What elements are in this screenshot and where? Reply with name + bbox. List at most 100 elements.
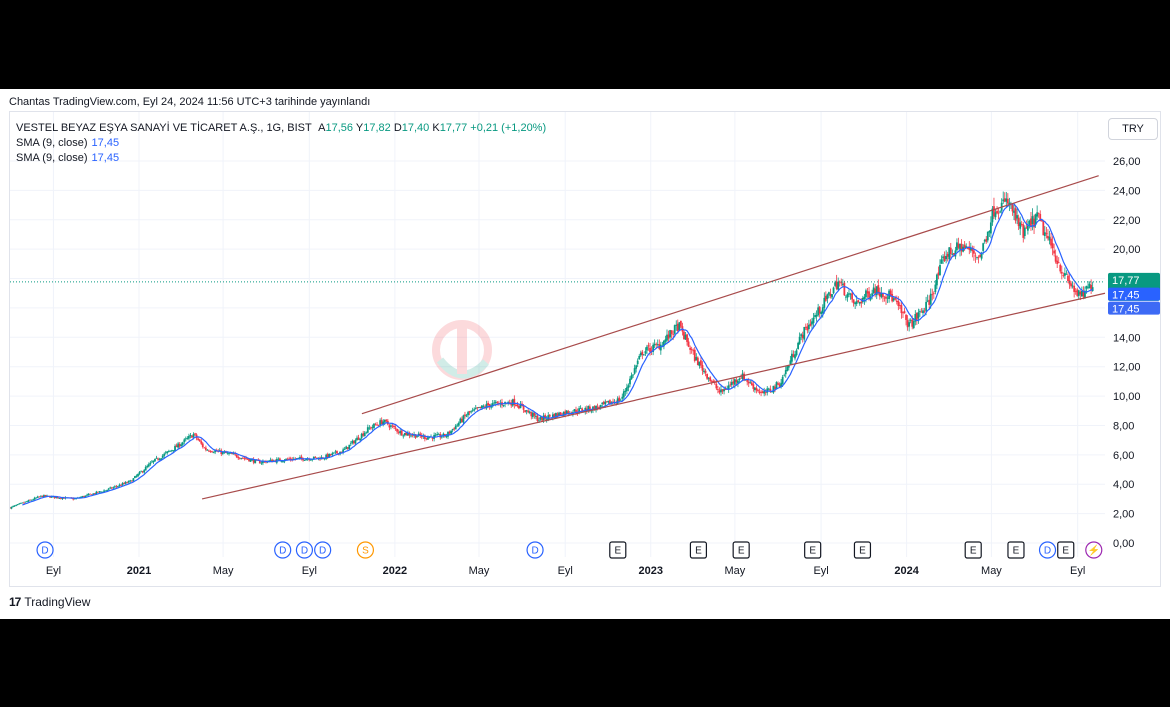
candle-body bbox=[440, 436, 443, 438]
candle-body bbox=[1053, 250, 1056, 254]
candle-body bbox=[127, 480, 130, 483]
legend-sma-row-1[interactable]: SMA (9, close) 17,45 bbox=[16, 136, 546, 151]
candle-body bbox=[200, 441, 203, 444]
candle-body bbox=[36, 496, 39, 498]
candle-body bbox=[823, 297, 826, 308]
candle-body bbox=[758, 391, 761, 394]
candle-body bbox=[110, 487, 113, 489]
candle-body bbox=[436, 434, 439, 436]
candle-body bbox=[911, 319, 914, 327]
candle-body bbox=[354, 440, 357, 444]
footer-brand[interactable]: 17 TradingView bbox=[9, 595, 90, 609]
candle-body bbox=[1033, 218, 1035, 228]
legend-symbol[interactable]: VESTEL BEYAZ EŞYA SANAYİ VE TİCARET A.Ş.… bbox=[16, 122, 312, 134]
candle-body bbox=[448, 431, 451, 434]
svg-text:D: D bbox=[41, 546, 48, 557]
candle-body bbox=[841, 283, 844, 285]
svg-text:17,77: 17,77 bbox=[1112, 275, 1140, 287]
event-marker-e: E bbox=[853, 541, 872, 559]
candle-body bbox=[147, 464, 150, 467]
svg-text:D: D bbox=[1044, 546, 1051, 557]
candle-body bbox=[166, 451, 169, 453]
candle-body bbox=[626, 387, 628, 392]
candle-body bbox=[687, 341, 690, 347]
svg-text:E: E bbox=[738, 546, 745, 557]
candle-body bbox=[73, 498, 76, 500]
candle-body bbox=[326, 454, 329, 458]
candle-body bbox=[427, 437, 429, 440]
candle-body bbox=[518, 405, 520, 409]
candle-body bbox=[467, 412, 469, 416]
candle-body bbox=[581, 408, 584, 412]
candle-body bbox=[494, 401, 497, 404]
candle-body bbox=[487, 402, 489, 406]
svg-text:S: S bbox=[362, 546, 369, 557]
candle-body bbox=[295, 458, 298, 459]
legend-sma-row-2[interactable]: SMA (9, close) 17,45 bbox=[16, 151, 546, 166]
candle-body bbox=[675, 324, 678, 326]
candle-body bbox=[1002, 199, 1005, 202]
candle-body bbox=[237, 457, 240, 459]
x-tick-label: May bbox=[213, 565, 234, 577]
tradingview-logo-icon: 17 bbox=[9, 595, 21, 609]
y-tick-label: 2,00 bbox=[1113, 509, 1134, 521]
legend-open: 17,56 bbox=[325, 122, 354, 134]
candle-body bbox=[817, 307, 820, 316]
candle-body bbox=[18, 503, 21, 505]
candle-body bbox=[644, 351, 647, 354]
currency-button[interactable]: TRY bbox=[1108, 118, 1158, 140]
candle-body bbox=[915, 312, 918, 321]
x-tick-label: Eyl bbox=[46, 565, 61, 577]
candle-body bbox=[84, 495, 87, 497]
candle-body bbox=[989, 222, 992, 234]
candle-body bbox=[473, 409, 476, 411]
candle-body bbox=[106, 489, 109, 491]
candle-body bbox=[874, 288, 877, 295]
candle-body bbox=[1090, 284, 1093, 290]
candle-body bbox=[766, 388, 769, 393]
candle-body bbox=[340, 451, 343, 453]
candle-body bbox=[980, 252, 983, 259]
candle-body bbox=[653, 343, 656, 346]
candle-body bbox=[673, 325, 676, 334]
y-tick-label: 6,00 bbox=[1113, 450, 1134, 462]
event-marker-s: S bbox=[356, 541, 375, 559]
candle-body bbox=[453, 428, 456, 430]
candle-body bbox=[906, 320, 909, 328]
candle-body bbox=[1030, 218, 1032, 227]
candle-body bbox=[784, 370, 787, 375]
candle-body bbox=[1037, 213, 1040, 215]
event-marker-e: E bbox=[964, 541, 982, 559]
candle-body bbox=[373, 423, 375, 428]
candle-body bbox=[323, 458, 326, 460]
candle-body bbox=[979, 255, 981, 258]
sma1-label: SMA (9, close) bbox=[16, 137, 88, 149]
candle-body bbox=[442, 433, 445, 437]
candle-body bbox=[829, 293, 832, 297]
candle-body bbox=[811, 321, 813, 325]
candle-body bbox=[683, 331, 685, 340]
candle-body bbox=[986, 231, 989, 241]
candle-body bbox=[197, 438, 200, 441]
candle-body bbox=[351, 440, 354, 443]
chart-pane[interactable]: 0,002,004,006,008,0010,0012,0014,0016,00… bbox=[9, 111, 1161, 587]
candle-body bbox=[852, 299, 855, 304]
candle-body bbox=[280, 461, 283, 463]
candle-body bbox=[309, 459, 312, 461]
price-chart[interactable]: 0,002,004,006,008,0010,0012,0014,0016,00… bbox=[10, 112, 1160, 586]
candle-body bbox=[605, 401, 608, 403]
chart-legend: VESTEL BEYAZ EŞYA SANAYİ VE TİCARET A.Ş.… bbox=[16, 121, 546, 166]
candle-body bbox=[305, 458, 308, 461]
candle-body bbox=[909, 319, 912, 321]
candle-body bbox=[663, 340, 665, 347]
candle-body bbox=[203, 447, 206, 449]
candle-body bbox=[942, 256, 944, 259]
event-marker-d: D bbox=[1038, 541, 1057, 559]
svg-text:E: E bbox=[1013, 546, 1020, 557]
y-tick-label: 10,00 bbox=[1113, 391, 1141, 403]
candle-body bbox=[363, 432, 366, 437]
candle-body bbox=[922, 310, 924, 314]
candle-body bbox=[297, 457, 300, 459]
candle-body bbox=[812, 317, 815, 324]
candle-body bbox=[743, 373, 746, 381]
